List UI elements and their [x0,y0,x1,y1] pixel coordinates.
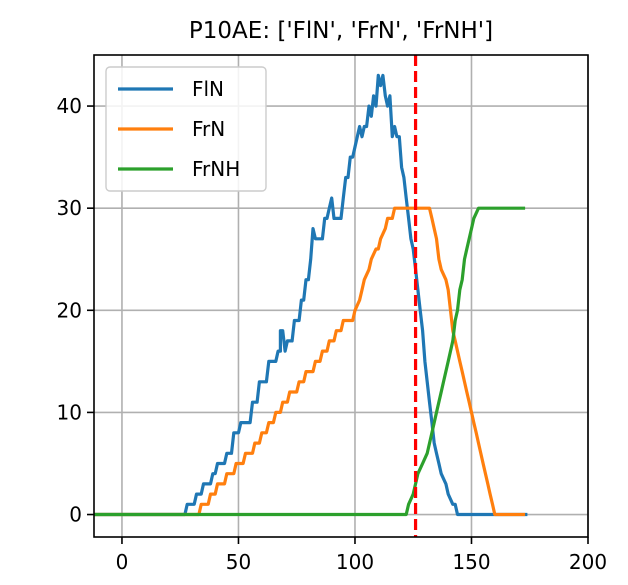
y-tick-label: 20 [57,298,82,322]
legend-label: FlN [192,77,224,101]
y-tick-label: 30 [57,196,82,220]
chart-title: P10AE: ['FlN', 'FrN', 'FrNH'] [189,18,493,44]
y-tick-label: 40 [57,94,82,118]
legend-box [105,66,267,192]
series-line-frn [94,206,526,517]
x-tick-label: 150 [452,550,490,574]
y-tick-label: 0 [69,503,82,527]
series-line-fln [94,73,528,517]
x-tick-label: 50 [226,550,251,574]
x-tick-label: 200 [569,550,607,574]
plot-area [94,55,528,537]
x-tick-label: 0 [116,550,129,574]
x-tick-label: 100 [336,550,374,574]
legend: FlN FrN FrNH [105,66,267,192]
legend-label: FrN [192,117,225,141]
legend-label: FrNH [192,157,240,181]
axes: 0 50 100 150 200 0 10 20 30 40 [57,54,607,574]
y-tick-label: 10 [57,400,82,424]
axes-frame [93,54,589,538]
